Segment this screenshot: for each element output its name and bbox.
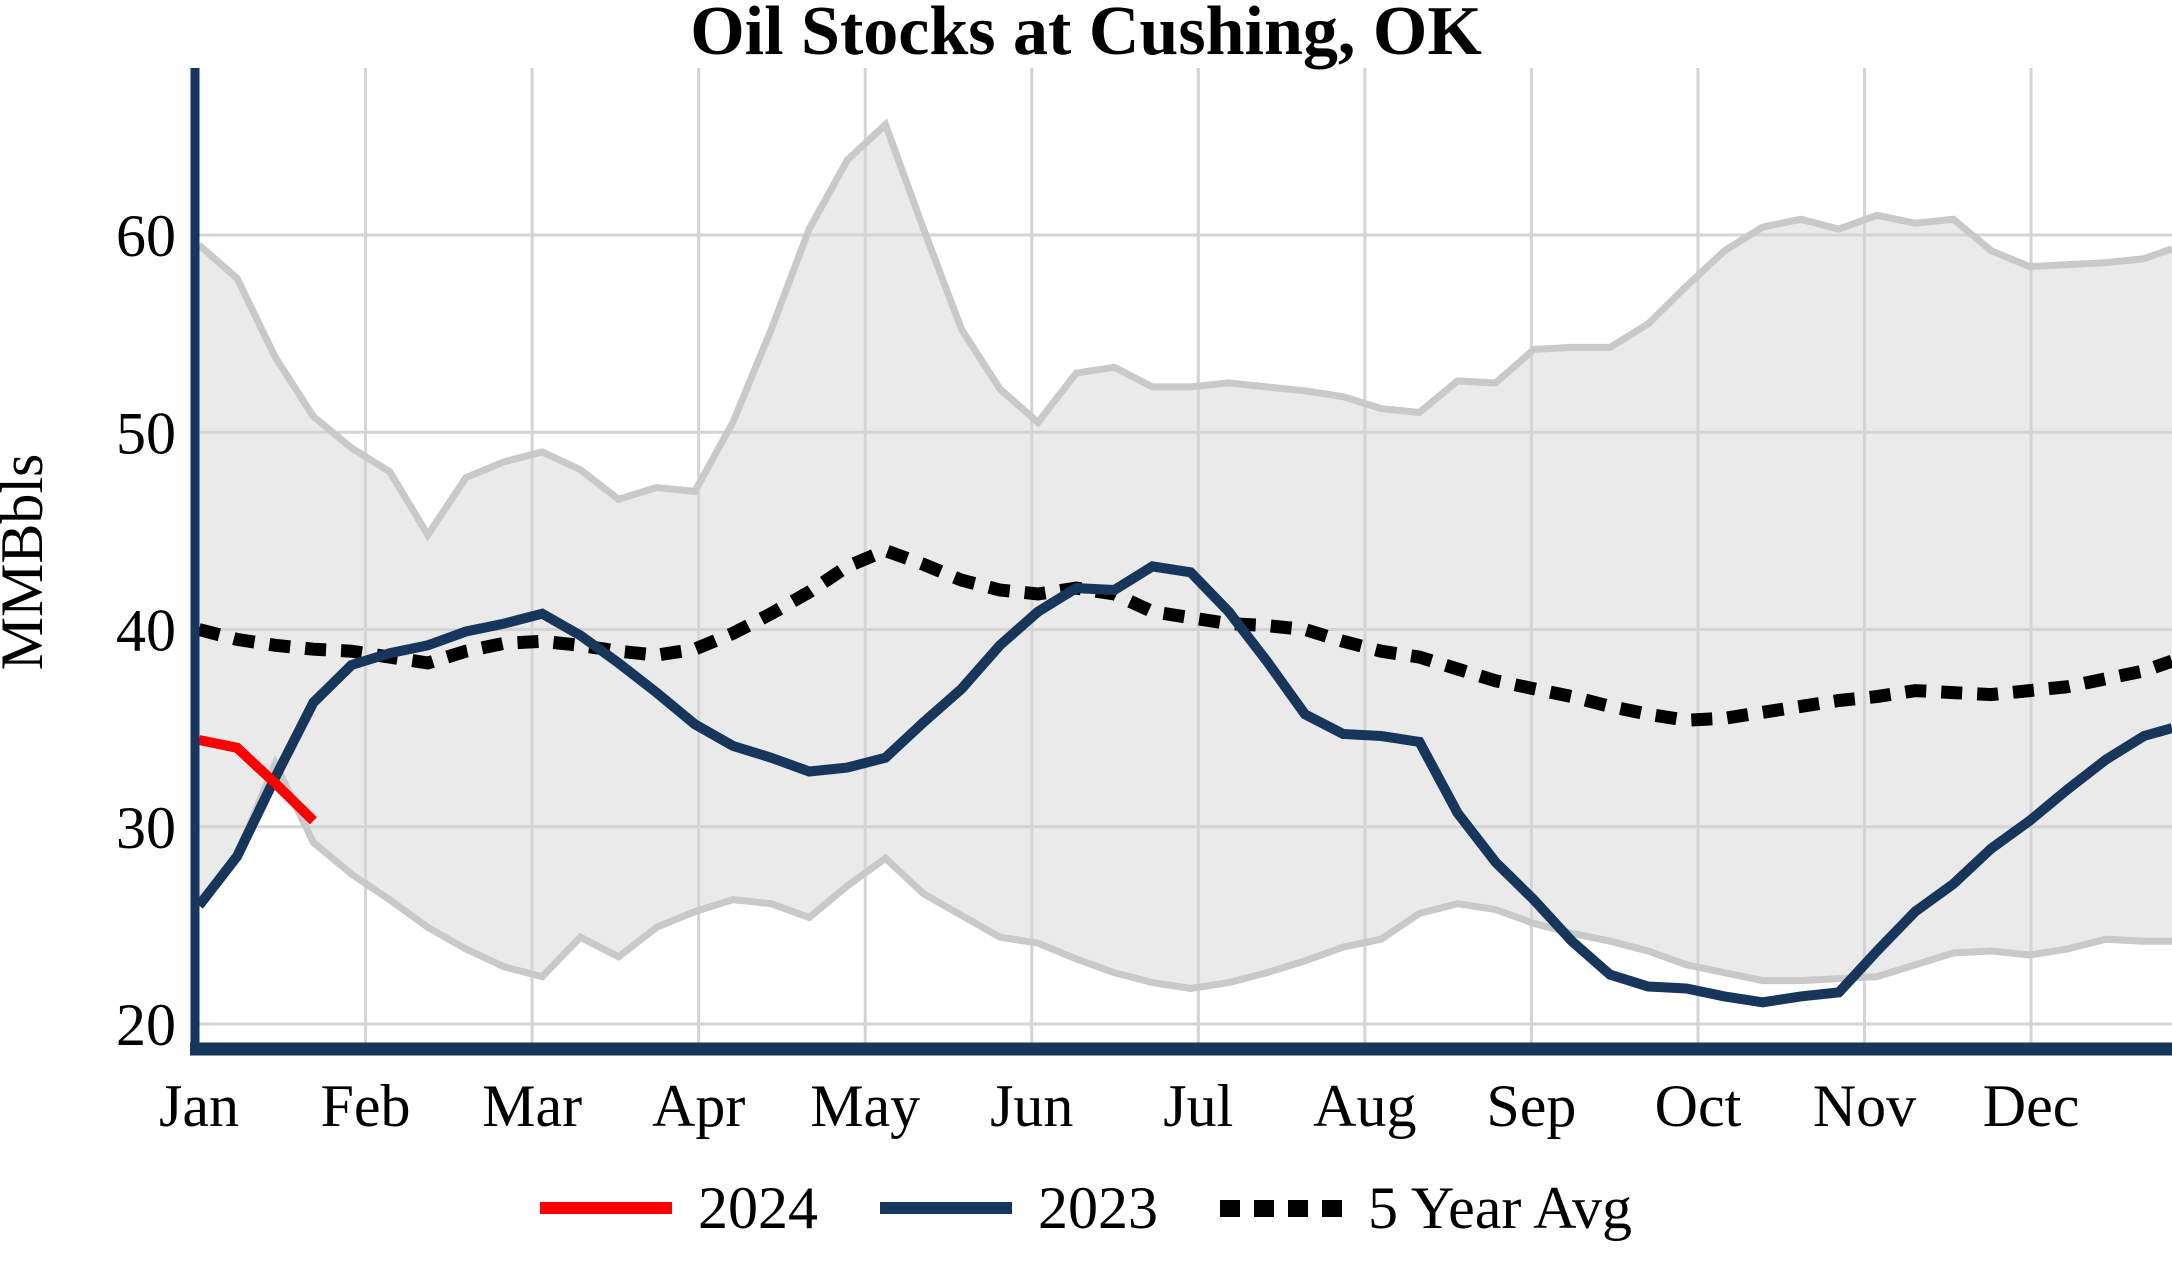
y-axis-title: MMBbls [0,454,55,671]
tick-labels: 20 30 40 50 60 Jan Feb Mar Apr May Jun Jul Aug Sep Oct… [0,203,2079,1139]
legend-item-2023: 2023 [880,1178,1158,1238]
legend-label-5yr-avg: 5 Year Avg [1368,1175,1632,1241]
x-tick-label: Jul [1163,1073,1233,1139]
series-line-2023 [195,561,2172,1008]
y-tick-label: 50 [116,400,176,466]
y-tick-label: 60 [116,203,176,269]
gridlines [195,68,2172,1049]
legend-item-2024: 2024 [540,1178,818,1238]
x-tick-label: Nov [1813,1073,1916,1139]
series-5-year-avg [197,543,2172,727]
legend-swatch-2023-line-icon [880,1202,1013,1214]
legend-label-2024: 2024 [698,1175,819,1241]
x-tick-label: Sep [1486,1073,1576,1139]
y-tick-label: 40 [116,598,176,664]
series-line-2024 [197,735,317,825]
x-tick-label: Dec [1983,1073,2080,1139]
series-2023 [195,561,2172,1008]
x-tick-label: Oct [1655,1073,1742,1139]
series-line-5-year-avg [197,543,2172,727]
y-tick-label: 30 [116,795,176,861]
x-tick-label: Aug [1313,1073,1416,1139]
legend-item-5yr-avg: 5 Year Avg [1220,1178,1632,1238]
x-tick-label: Jun [990,1073,1073,1139]
legend-swatch-5yr-avg-dotted-icon [1220,1199,1343,1217]
band-range-area [199,124,2172,989]
chart-title: Oil Stocks at Cushing, OK [690,0,1482,70]
legend-label-2023: 2023 [1038,1175,1159,1241]
x-tick-label: May [810,1073,920,1139]
x-tick-label: Mar [482,1073,582,1139]
band-max-line [196,118,2172,542]
legend-swatch-2024-line-icon [540,1202,673,1214]
x-tick-label: Apr [652,1073,745,1139]
five-year-range-band [199,124,2172,989]
axes [190,68,2172,1056]
y-tick-label: 20 [116,992,176,1058]
legend: 2024 2023 5 Year Avg [0,1160,2172,1256]
series-2024 [197,735,317,825]
x-tick-label: Jan [159,1073,239,1139]
x-tick-label: Feb [321,1073,411,1139]
